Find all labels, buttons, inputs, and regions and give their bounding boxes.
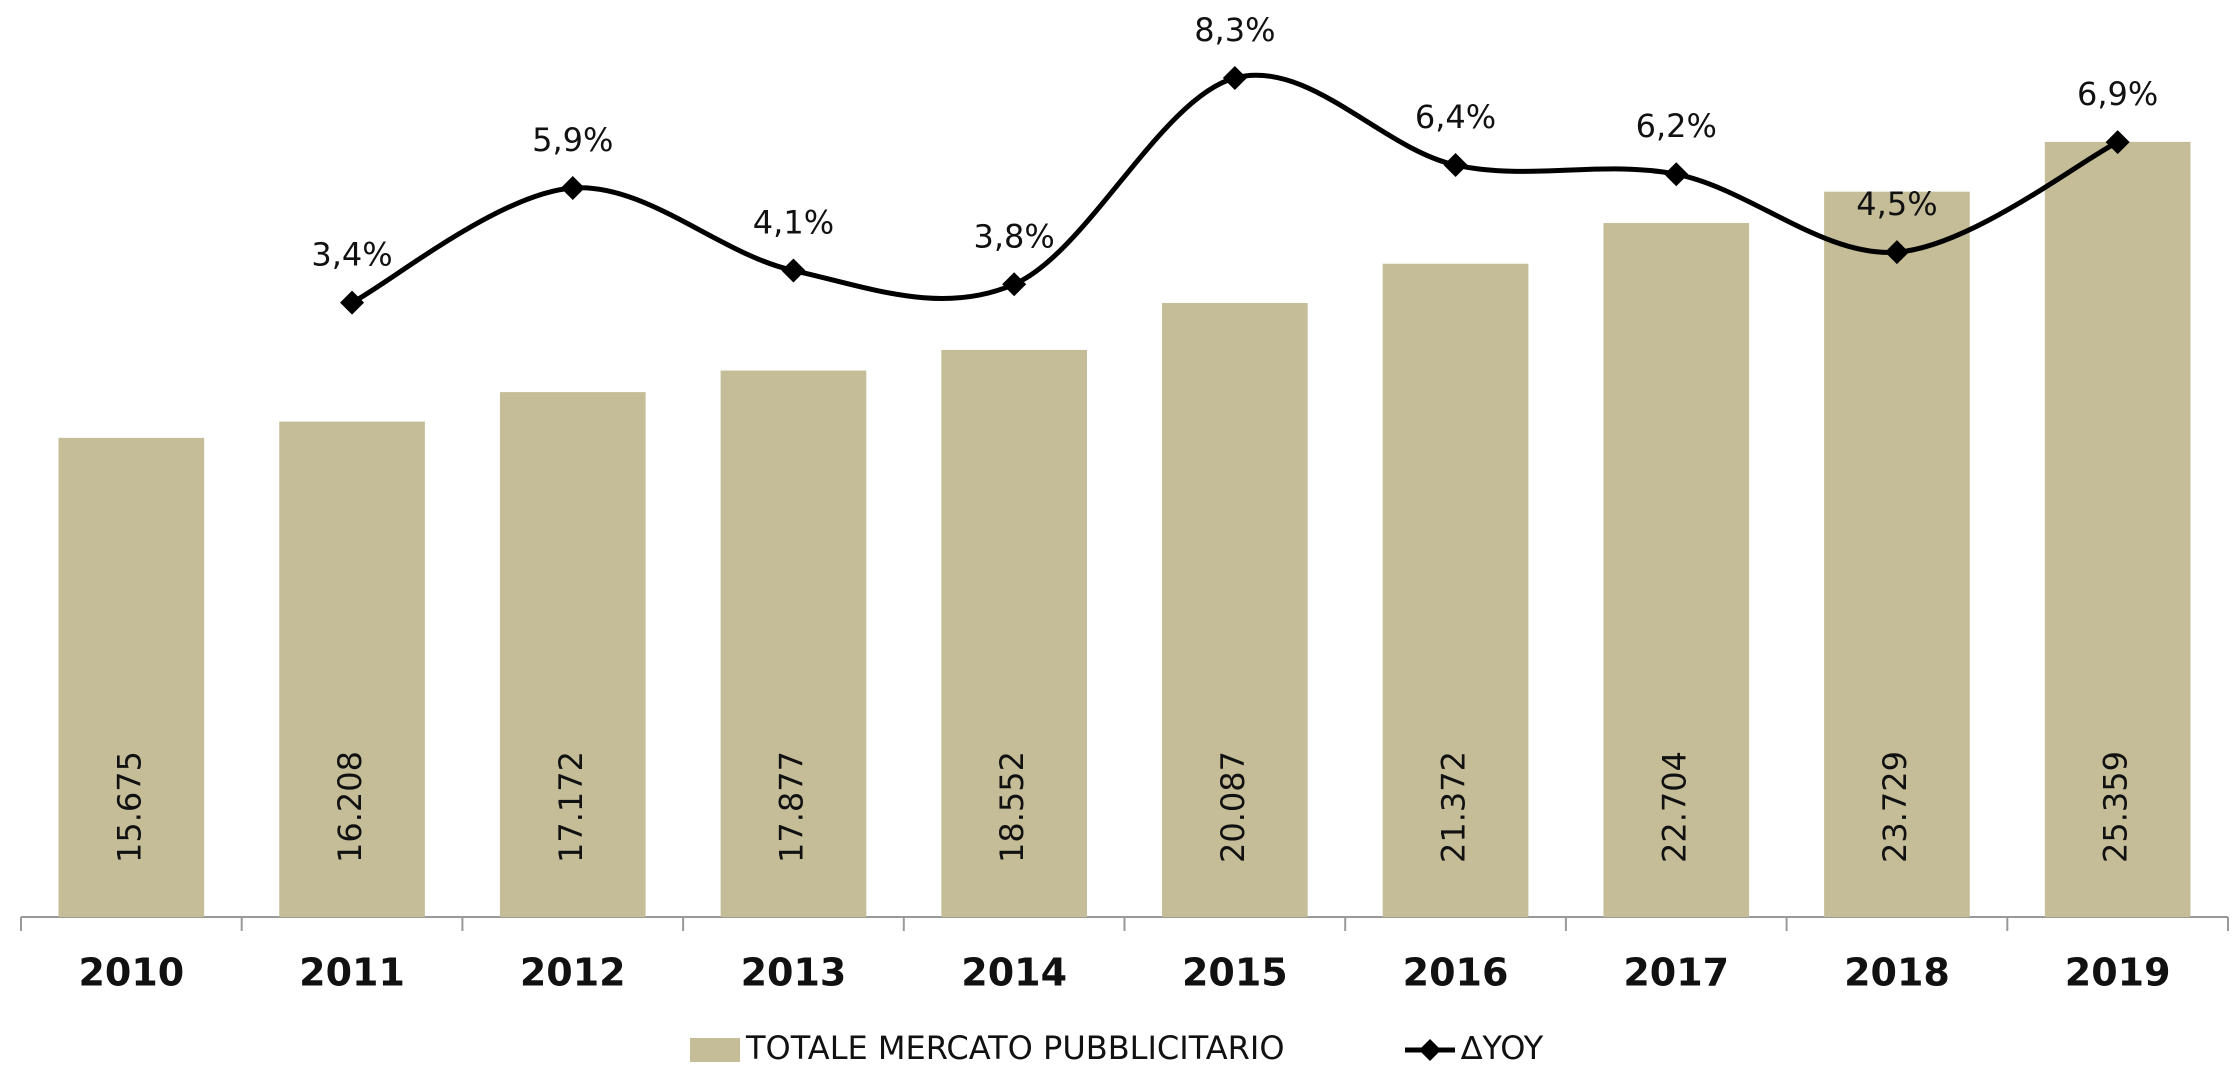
line-value-label: 5,9%	[532, 121, 613, 159]
bar-value-label: 16.208	[331, 751, 369, 863]
bar-value-label: 25.359	[2097, 751, 2135, 863]
bar	[499, 392, 646, 917]
line-value-label: 4,1%	[753, 204, 834, 242]
x-tick-label: 2018	[1844, 951, 1950, 995]
line-marker	[560, 175, 585, 200]
bar-value-label: 22.704	[1655, 751, 1693, 863]
x-tick-label: 2010	[78, 951, 184, 995]
bar	[1162, 303, 1308, 918]
line-marker	[1884, 240, 1909, 265]
bar	[941, 349, 1087, 917]
line-value-label: 3,4%	[311, 236, 392, 274]
x-tick-label: 2016	[1403, 951, 1509, 995]
line-value-label: 6,9%	[2077, 75, 2158, 113]
line-marker	[2105, 130, 2130, 155]
legend-marker	[1419, 1039, 1441, 1061]
x-tick-label: 2014	[961, 951, 1067, 995]
bar-value-label: 20.087	[1214, 751, 1252, 863]
line-marker	[1664, 162, 1689, 187]
x-tick-label: 2017	[1623, 951, 1729, 995]
bar	[1603, 223, 1750, 917]
line-marker	[781, 258, 806, 283]
bar-value-label: 21.372	[1435, 751, 1473, 863]
bar	[58, 437, 205, 917]
line-value-label: 8,3%	[1194, 11, 1275, 49]
line-value-label: 6,2%	[1636, 107, 1717, 145]
line-value-label: 6,4%	[1415, 98, 1496, 136]
line-marker	[1002, 272, 1027, 297]
x-tick-label: 2015	[1182, 951, 1288, 995]
x-tick-label: 2012	[520, 951, 626, 995]
bar-value-label: 18.552	[993, 751, 1031, 863]
x-tick-label: 2011	[299, 951, 405, 995]
bar	[1824, 191, 1970, 917]
bar-value-label: 15.675	[110, 751, 148, 863]
bar-value-label: 17.172	[552, 751, 590, 863]
bar	[720, 370, 867, 917]
legend-label: TOTALE MERCATO PUBBLICITARIO	[745, 1029, 1285, 1067]
line-value-label: 4,5%	[1856, 185, 1937, 223]
bar	[279, 421, 425, 917]
line-marker	[1222, 65, 1247, 90]
line-marker	[340, 290, 365, 315]
x-tick-label: 2013	[741, 951, 847, 995]
bar	[1382, 263, 1529, 917]
bar-value-label: 17.877	[772, 751, 810, 863]
legend-label: ∆YOY	[1460, 1029, 1544, 1067]
x-tick-label: 2019	[2065, 951, 2171, 995]
bar	[2044, 141, 2191, 918]
line-value-label: 3,8%	[974, 217, 1055, 255]
legend-swatch	[690, 1038, 740, 1062]
line-marker	[1443, 153, 1468, 178]
bar-value-label: 23.729	[1876, 751, 1914, 863]
